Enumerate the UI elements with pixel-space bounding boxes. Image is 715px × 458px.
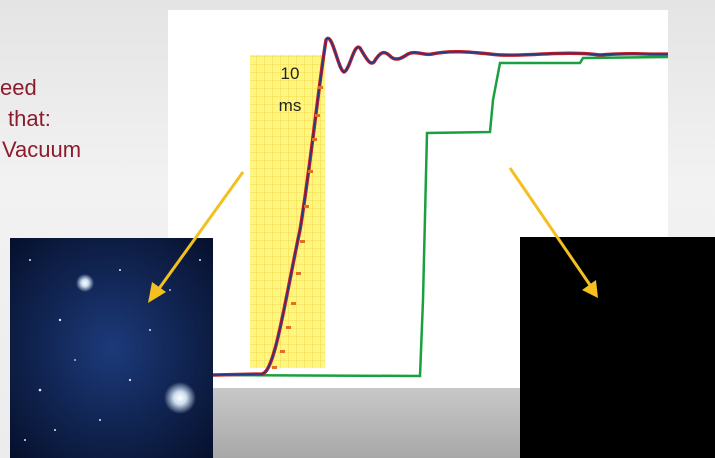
slide-text: that:	[8, 106, 51, 131]
slide-text: Vacuum	[2, 137, 81, 162]
space-image	[10, 238, 213, 458]
blue-trace	[212, 37, 669, 376]
green-trace	[212, 55, 669, 378]
highlight-grid	[250, 55, 325, 368]
black-panel	[520, 237, 715, 458]
plot-label: 10	[281, 64, 300, 83]
arrows	[148, 167, 598, 303]
floor-band	[213, 388, 520, 458]
plot-label: ms	[279, 96, 302, 115]
sample-dots	[272, 86, 323, 369]
slide-text: eed	[0, 75, 37, 100]
